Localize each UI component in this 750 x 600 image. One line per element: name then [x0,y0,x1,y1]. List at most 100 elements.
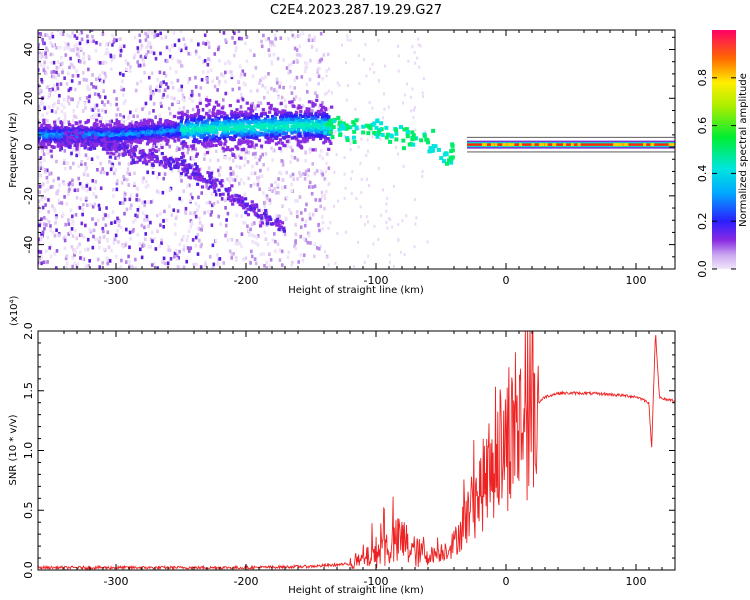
spectrogram-cell [181,128,185,132]
spectrogram-cell [613,143,617,147]
spectrogram-cell [252,53,256,58]
spectrogram-cell [78,182,82,186]
spectrogram-cell [239,105,243,109]
spectrogram-cell [155,142,159,146]
spectrogram-cell [321,220,325,225]
spectrogram-cell [122,101,126,106]
spectrogram-cell [158,117,163,122]
spectrogram-cell [302,125,307,129]
spectrogram-cell [131,132,135,136]
spectrogram-cell [343,134,346,138]
spectrogram-cell [84,106,87,110]
spectrogram-cell [269,103,273,108]
spectrogram-cell [223,155,227,160]
spectrogram-cell [188,124,193,128]
spectrogram-cell [139,130,143,134]
spectrogram-cell [129,141,134,145]
spectrogram-cell [199,176,204,180]
spectrogram-cell [67,46,71,51]
spectrogram-cell [123,148,127,153]
spectrogram-cell [411,133,416,138]
spectrogram-cell [93,186,97,190]
spectrogram-cell [210,223,214,228]
spectrogram-cell [113,54,116,59]
spectrogram-cell [39,32,42,36]
spectrogram-cell [326,119,330,123]
spectrogram-cell [308,150,312,154]
spectrogram-cell [249,109,253,113]
spectrogram-cell [52,206,55,211]
spectrogram-cell [82,172,86,177]
spectrogram-cell [150,50,153,54]
spectrogram-cell [88,140,92,144]
spectrogram-cell [222,74,225,78]
spectrogram-cell [343,156,346,160]
spectrogram-cell [380,132,385,137]
spectrogram-cell [321,156,325,161]
spectrogram-cell [208,158,212,163]
spectrogram-cell [165,130,169,134]
spectrogram-cell [51,184,54,189]
spectrogram-cell [285,139,289,144]
spectrogram-cell [165,157,169,162]
spectrogram-cell [239,156,243,160]
spectrogram-cell [442,159,447,164]
spectrogram-cell [128,172,132,176]
spectrogram-cell [381,116,384,120]
spectrogram-cell [234,118,238,123]
spectrogram-cell [277,215,280,219]
spectrogram-cell [240,119,245,123]
spectrogram-cell [96,134,101,138]
spectrogram-cell [203,152,207,157]
spectrogram-cell [101,70,104,75]
spectrogram-cell [38,249,40,254]
spectrogram-cell [116,137,120,141]
spectrogram-cell [194,140,198,144]
spectrogram-cell [89,39,93,44]
spectrogram-cell [322,125,327,130]
spectrogram-cell [62,180,65,184]
spectrogram-cell [200,120,204,124]
spectrogram-cell [255,205,259,209]
spectrogram-cell [77,101,80,105]
spectrogram-cell [52,74,55,79]
spectrogram-cell [153,141,157,145]
spectrogram-cell [89,137,94,141]
spectrogram-cell [38,51,41,56]
spectrogram-cell [324,196,327,200]
spectrogram-cell [179,48,183,53]
spectrogram-cell [225,134,229,138]
spectrogram-cell [40,197,43,202]
spectrogram-cell [38,256,42,261]
spectrogram-cell [185,168,189,172]
spectrogram-cell [185,144,189,149]
spectrogram-cell [163,88,167,92]
spectrogram-cell [229,137,233,141]
spectrogram-cell [217,168,220,173]
spectrogram-cell [283,98,287,103]
spectrogram-cell [86,142,90,146]
spectrogram-cell [39,250,43,254]
spectrogram-cell [67,123,72,127]
spectrogram-cell [136,144,140,149]
spectrogram-cell [126,144,130,148]
spectrogram-cell [284,216,288,221]
spectrogram-cell [236,99,240,103]
spectrogram-cell [323,117,327,121]
spectrogram-cell [81,208,85,212]
spectrogram-cell [249,113,254,118]
spectrogram-cell [174,232,177,236]
spectrogram-cell [205,184,208,189]
spectrogram-cell [40,123,44,127]
spectrogram-cell [213,121,217,125]
spectrogram-cell [149,90,153,95]
spectrogram-cell [181,133,185,137]
spectrogram-cell [308,34,311,38]
spectrogram-cell [257,138,262,143]
spectrogram-cell [266,101,270,106]
spectrogram-cell [126,167,130,171]
spectrogram-cell [274,132,278,136]
spectrogram-cell [101,261,104,265]
spectrogram-cell [63,246,67,251]
spectrogram-cell [52,69,55,74]
